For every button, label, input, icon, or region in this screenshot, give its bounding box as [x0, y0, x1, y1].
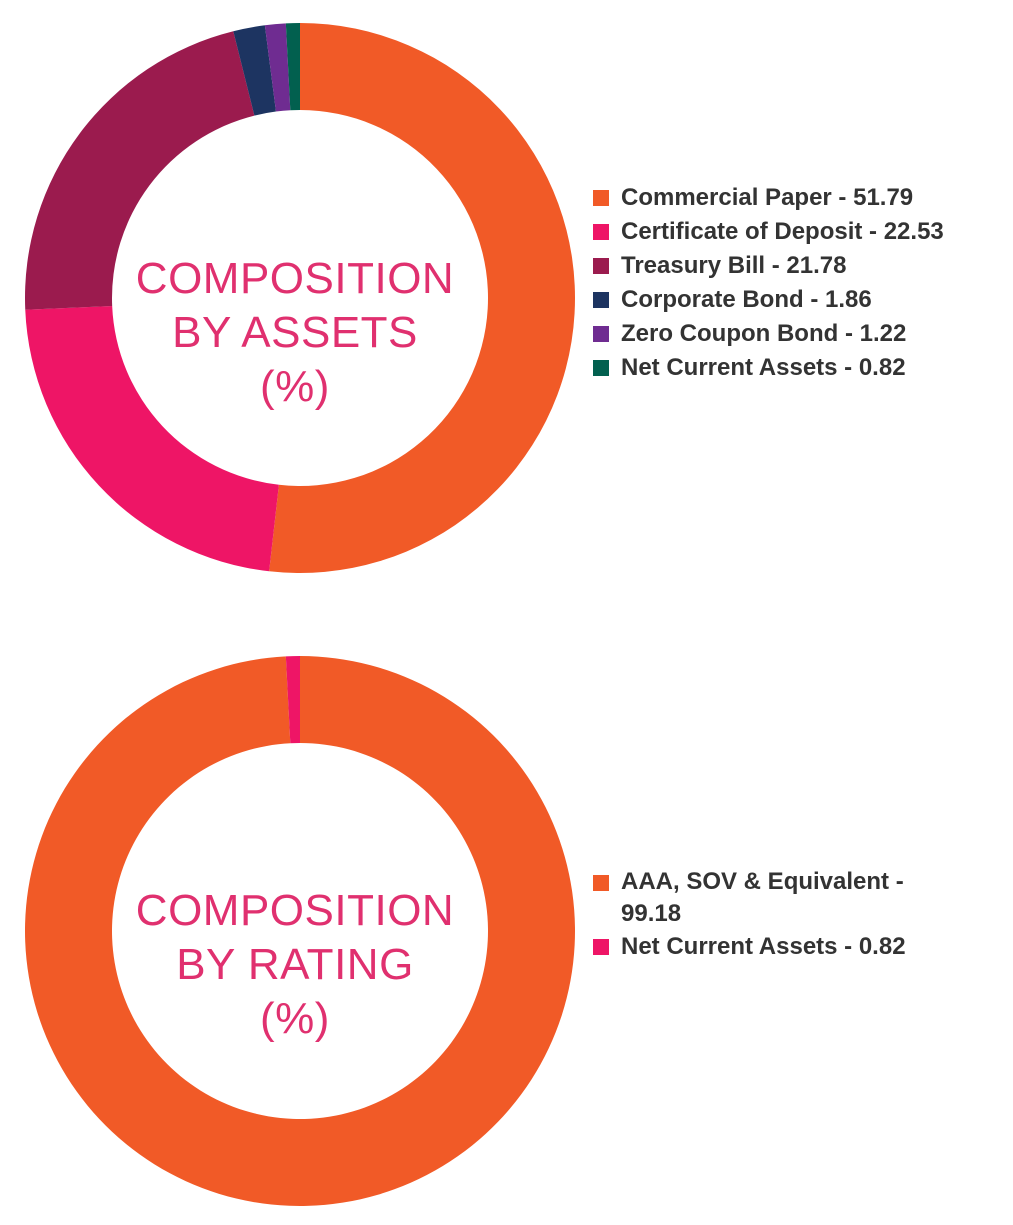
legend-label: Treasury Bill - 21.78 — [621, 252, 847, 279]
assets-donut — [25, 23, 575, 573]
donut-slice-2 — [25, 306, 279, 572]
rating-legend: AAA, SOV & Equivalent - 99.18 Net Curren… — [593, 866, 951, 964]
legend-item: Net Current Assets - 0.82 — [593, 930, 951, 964]
rating-center-line-3: (%) — [260, 994, 330, 1043]
assets-center-line-3: (%) — [260, 362, 330, 411]
donut-slice-4 — [233, 25, 276, 116]
legend-swatch — [593, 258, 609, 274]
legend-swatch — [593, 224, 609, 240]
legend-item: Zero Coupon Bond - 1.22 — [593, 317, 944, 351]
assets-composition-chart: COMPOSITION BY ASSETS (%) Commercial Pap… — [0, 0, 1013, 600]
assets-center-line-2: BY ASSETS — [172, 308, 418, 357]
legend-item: AAA, SOV & Equivalent - 99.18 — [593, 866, 951, 930]
assets-center-label: COMPOSITION BY ASSETS (%) — [110, 252, 480, 414]
donut-slice-3 — [25, 31, 255, 310]
legend-label: Net Current Assets - 0.82 — [621, 933, 906, 960]
legend-swatch — [593, 939, 609, 955]
legend-label: Corporate Bond - 1.86 — [621, 286, 872, 313]
legend-item: Certificate of Deposit - 22.53 — [593, 215, 944, 249]
rating-center-label: COMPOSITION BY RATING (%) — [110, 884, 480, 1046]
legend-swatch — [593, 292, 609, 308]
donut-slice-5 — [264, 23, 291, 112]
assets-center-line-1: COMPOSITION — [135, 254, 455, 303]
donut-slice-1 — [269, 23, 575, 573]
rating-center-line-2: BY RATING — [176, 940, 414, 989]
legend-label: Net Current Assets - 0.82 — [621, 354, 906, 381]
legend-item: Corporate Bond - 1.86 — [593, 283, 944, 317]
donut-slice-6 — [285, 23, 300, 111]
legend-swatch — [593, 190, 609, 206]
assets-legend: Commercial Paper - 51.79 Certificate of … — [593, 181, 944, 385]
donut-slice-1 — [25, 656, 576, 1206]
legend-label: Zero Coupon Bond - 1.22 — [621, 320, 907, 347]
rating-composition-chart: COMPOSITION BY RATING (%) AAA, SOV & Equ… — [0, 600, 1013, 1225]
legend-label: AAA, SOV & Equivalent - 99.18 — [621, 868, 904, 927]
legend-label: Commercial Paper - 51.79 — [621, 184, 914, 211]
legend-swatch — [593, 360, 609, 376]
legend-label: Certificate of Deposit - 22.53 — [621, 218, 944, 245]
legend-swatch — [593, 875, 609, 891]
donut-slice-2 — [285, 656, 300, 744]
rating-donut — [25, 656, 576, 1206]
legend-swatch — [593, 326, 609, 342]
legend-item: Commercial Paper - 51.79 — [593, 181, 944, 215]
rating-center-line-1: COMPOSITION — [135, 886, 455, 935]
legend-item: Treasury Bill - 21.78 — [593, 249, 944, 283]
legend-item: Net Current Assets - 0.82 — [593, 351, 944, 385]
